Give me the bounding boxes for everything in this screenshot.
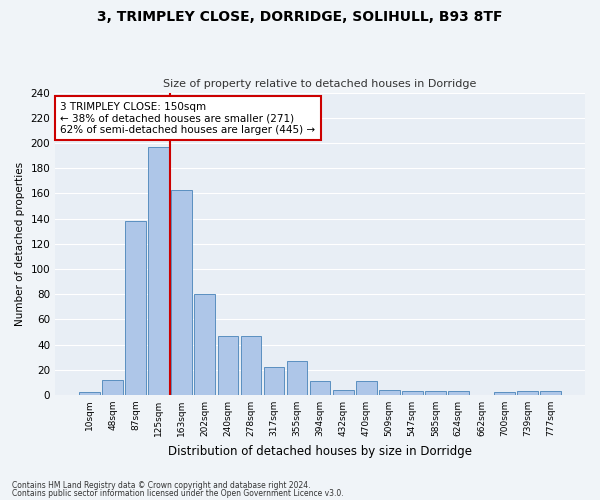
Bar xyxy=(125,221,146,395)
Text: 3, TRIMPLEY CLOSE, DORRIDGE, SOLIHULL, B93 8TF: 3, TRIMPLEY CLOSE, DORRIDGE, SOLIHULL, B… xyxy=(97,10,503,24)
Bar xyxy=(310,381,331,395)
Bar xyxy=(148,146,169,395)
Bar xyxy=(425,391,446,395)
Text: 3 TRIMPLEY CLOSE: 150sqm
← 38% of detached houses are smaller (271)
62% of semi-: 3 TRIMPLEY CLOSE: 150sqm ← 38% of detach… xyxy=(61,102,316,135)
Bar xyxy=(356,381,377,395)
X-axis label: Distribution of detached houses by size in Dorridge: Distribution of detached houses by size … xyxy=(168,444,472,458)
Text: Contains HM Land Registry data © Crown copyright and database right 2024.: Contains HM Land Registry data © Crown c… xyxy=(12,481,311,490)
Bar xyxy=(102,380,123,395)
Bar xyxy=(287,361,307,395)
Title: Size of property relative to detached houses in Dorridge: Size of property relative to detached ho… xyxy=(163,79,477,89)
Bar xyxy=(194,294,215,395)
Bar xyxy=(379,390,400,395)
Bar xyxy=(263,367,284,395)
Bar xyxy=(517,391,538,395)
Bar xyxy=(540,391,561,395)
Text: Contains public sector information licensed under the Open Government Licence v3: Contains public sector information licen… xyxy=(12,488,344,498)
Bar xyxy=(172,190,192,395)
Bar xyxy=(333,390,353,395)
Bar xyxy=(218,336,238,395)
Bar xyxy=(79,392,100,395)
Bar xyxy=(241,336,262,395)
Bar xyxy=(448,391,469,395)
Bar xyxy=(494,392,515,395)
Y-axis label: Number of detached properties: Number of detached properties xyxy=(15,162,25,326)
Bar xyxy=(402,391,422,395)
